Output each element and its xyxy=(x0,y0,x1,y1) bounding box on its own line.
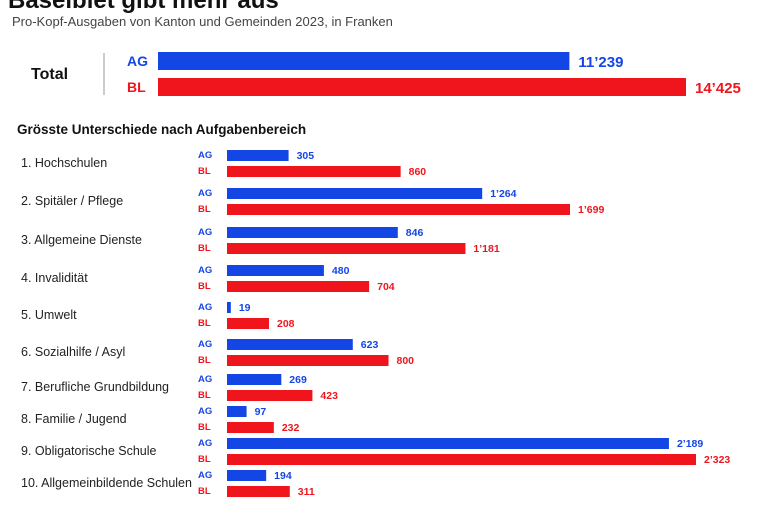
bar-bl-9 xyxy=(227,454,696,465)
value-label-bl-4: 704 xyxy=(377,281,395,293)
chart-subtitle: Pro-Kopf-Ausgaben von Kanton und Gemeind… xyxy=(12,14,393,29)
series-label-ag-1: AG xyxy=(198,150,212,161)
value-label-ag-9: 2’189 xyxy=(677,438,703,450)
bar-ag-10 xyxy=(227,470,267,481)
category-label-8: 8. Familie / Jugend xyxy=(21,412,127,426)
bar-bl-7 xyxy=(227,390,313,401)
value-label-bl-6: 800 xyxy=(397,355,415,367)
series-label-ag-6: AG xyxy=(198,339,212,350)
series-label-ag-7: AG xyxy=(198,374,212,385)
total-value-label-ag: 11’239 xyxy=(578,54,623,71)
category-label-2: 2. Spitäler / Pflege xyxy=(21,194,123,208)
category-label-9: 9. Obligatorische Schule xyxy=(21,444,157,458)
series-label-ag-10: AG xyxy=(198,470,212,481)
bar-ag-7 xyxy=(227,374,282,385)
value-label-bl-3: 1’181 xyxy=(473,243,499,255)
bar-ag-5 xyxy=(227,302,231,313)
bar-ag-8 xyxy=(227,406,247,417)
bar-bl-1 xyxy=(227,166,401,177)
total-category-label: Total xyxy=(31,66,68,83)
series-label-ag-5: AG xyxy=(198,302,212,313)
value-label-ag-10: 194 xyxy=(274,470,292,482)
bar-bl-3 xyxy=(227,243,466,254)
total-bar-bl xyxy=(158,78,686,96)
section-title: Grösste Unterschiede nach Aufgabenbereic… xyxy=(17,122,307,137)
series-label-ag-2: AG xyxy=(198,188,212,199)
bar-ag-9 xyxy=(227,438,669,449)
bar-bl-6 xyxy=(227,355,389,366)
bar-bl-8 xyxy=(227,422,274,433)
series-label-bl-10: BL xyxy=(198,486,211,497)
value-label-ag-2: 1’264 xyxy=(490,188,516,200)
value-label-bl-5: 208 xyxy=(277,318,295,330)
series-label-bl-8: BL xyxy=(198,422,211,433)
value-label-ag-4: 480 xyxy=(332,265,350,277)
total-series-label-bl: BL xyxy=(127,79,146,95)
bar-ag-1 xyxy=(227,150,289,161)
chart-title: Baselbiet gibt mehr aus xyxy=(8,0,279,14)
series-label-bl-5: BL xyxy=(198,318,211,329)
value-label-ag-6: 623 xyxy=(361,339,379,351)
value-label-bl-7: 423 xyxy=(320,390,338,402)
bar-bl-2 xyxy=(227,204,571,215)
bar-ag-2 xyxy=(227,188,483,199)
total-value-label-bl: 14’425 xyxy=(695,80,741,97)
series-label-ag-4: AG xyxy=(198,265,212,276)
value-label-ag-5: 19 xyxy=(239,302,251,314)
value-label-ag-7: 269 xyxy=(289,374,307,386)
total-bar-ag xyxy=(158,52,570,70)
series-label-bl-4: BL xyxy=(198,281,211,292)
category-label-7: 7. Berufliche Grundbildung xyxy=(21,380,169,394)
series-label-ag-3: AG xyxy=(198,227,212,238)
value-label-ag-8: 97 xyxy=(255,406,267,418)
value-label-bl-9: 2’323 xyxy=(704,454,730,466)
series-label-bl-3: BL xyxy=(198,243,211,254)
value-label-bl-1: 860 xyxy=(409,166,427,178)
series-label-bl-6: BL xyxy=(198,355,211,366)
bar-bl-10 xyxy=(227,486,290,497)
value-label-bl-10: 311 xyxy=(298,486,315,498)
category-label-4: 4. Invalidität xyxy=(21,271,88,285)
category-label-5: 5. Umwelt xyxy=(21,308,77,322)
series-label-bl-9: BL xyxy=(198,454,211,465)
bar-bl-4 xyxy=(227,281,370,292)
bar-ag-3 xyxy=(227,227,398,238)
series-label-ag-8: AG xyxy=(198,406,212,417)
series-label-bl-7: BL xyxy=(198,390,211,401)
series-label-ag-9: AG xyxy=(198,438,212,449)
value-label-bl-2: 1’699 xyxy=(578,204,604,216)
series-label-bl-1: BL xyxy=(198,166,211,177)
total-series-label-ag: AG xyxy=(127,53,148,69)
series-label-bl-2: BL xyxy=(198,204,211,215)
value-label-ag-1: 305 xyxy=(297,150,315,162)
bar-ag-6 xyxy=(227,339,353,350)
category-label-10: 10. Allgemeinbildende Schulen xyxy=(21,476,192,490)
bar-bl-5 xyxy=(227,318,269,329)
category-label-1: 1. Hochschulen xyxy=(21,156,107,170)
category-label-6: 6. Sozialhilfe / Asyl xyxy=(21,345,125,359)
value-label-bl-8: 232 xyxy=(282,422,300,434)
bar-ag-4 xyxy=(227,265,324,276)
category-label-3: 3. Allgemeine Dienste xyxy=(21,233,142,247)
value-label-ag-3: 846 xyxy=(406,227,424,239)
